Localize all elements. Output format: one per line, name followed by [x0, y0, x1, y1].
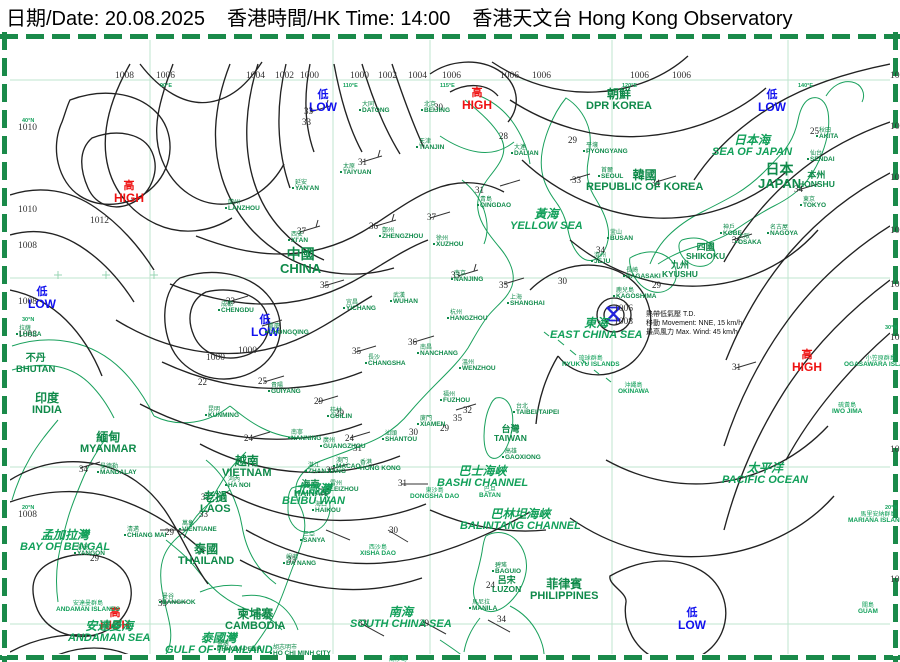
- header-agency: 香港天文台 Hong Kong Observatory: [472, 7, 793, 30]
- city-marker-dot: [265, 331, 267, 333]
- city-marker-dot: [359, 109, 361, 111]
- city-marker-dot: [469, 607, 471, 609]
- city-marker-dot: [205, 414, 207, 416]
- city-marker-dot: [477, 204, 479, 206]
- city-marker-dot: [390, 300, 392, 302]
- map-vector-layer: [10, 40, 890, 654]
- city-marker-dot: [613, 295, 615, 297]
- city-marker-dot: [598, 175, 600, 177]
- city-marker-dot: [623, 275, 625, 277]
- city-marker-dot: [416, 146, 418, 148]
- city-marker-dot: [583, 150, 585, 152]
- city-marker-dot: [225, 207, 227, 209]
- wind-barbs: [79, 99, 819, 637]
- city-marker-dot: [124, 534, 126, 536]
- city-marker-dot: [179, 528, 181, 530]
- graticule-major: [10, 40, 890, 654]
- city-marker-dot: [97, 471, 99, 473]
- city-marker-dot: [451, 278, 453, 280]
- frame-top: [0, 34, 900, 39]
- city-marker-dot: [767, 232, 769, 234]
- city-marker-dot: [159, 601, 161, 603]
- city-marker-dot: [268, 390, 270, 392]
- city-marker-dot: [288, 437, 290, 439]
- frame-left: [2, 32, 7, 662]
- city-marker-dot: [340, 171, 342, 173]
- city-marker-dot: [288, 239, 290, 241]
- city-marker-dot: [459, 367, 461, 369]
- map-canvas[interactable]: ⧖ 熱帶低氣壓 T.D. 移動 Movement: NNE, 15 km/h 最…: [10, 40, 890, 654]
- frame-bottom: [0, 655, 900, 660]
- city-marker-dot: [300, 539, 302, 541]
- city-marker-dot: [305, 470, 307, 472]
- tc-wind-value: 45 km/h: [712, 328, 738, 336]
- city-marker-dot: [816, 135, 818, 137]
- header-date: 日期/Date: 20.08.2025: [6, 7, 206, 30]
- city-marker-dot: [365, 362, 367, 364]
- city-marker-dot: [225, 484, 227, 486]
- header-time: 香港時間/HK Time: 14:00: [227, 7, 451, 30]
- isobars: [10, 55, 890, 654]
- city-marker-dot: [218, 309, 220, 311]
- city-marker-dot: [16, 333, 18, 335]
- city-marker-dot: [379, 235, 381, 237]
- graticule-cross-dots: [54, 271, 158, 279]
- city-marker-dot: [440, 399, 442, 401]
- city-marker-dot: [800, 204, 802, 206]
- city-marker-dot: [320, 445, 322, 447]
- weather-chart[interactable]: ⧖ 熱帶低氣壓 T.D. 移動 Movement: NNE, 15 km/h 最…: [0, 32, 900, 662]
- city-marker-dot: [807, 158, 809, 160]
- city-marker-dot: [292, 187, 294, 189]
- city-marker-dot: [513, 411, 515, 413]
- city-marker-dot: [447, 317, 449, 319]
- frame-right: [893, 32, 898, 662]
- tc-move-label-en: Movement:: [661, 319, 697, 327]
- city-marker-dot: [327, 415, 329, 417]
- city-marker-dot: [333, 465, 335, 467]
- tc-wind-label-cn: 最高風力: [646, 328, 674, 336]
- city-marker-dot: [433, 243, 435, 245]
- city-marker-dot: [507, 302, 509, 304]
- city-marker-dot: [417, 423, 419, 425]
- coastlines: [11, 81, 865, 654]
- city-marker-dot: [343, 307, 345, 309]
- city-marker-dot: [327, 488, 329, 490]
- city-marker-dot: [417, 352, 419, 354]
- city-marker-dot: [735, 241, 737, 243]
- city-marker-dot: [74, 552, 76, 554]
- city-marker-dot: [511, 152, 513, 154]
- tc-wind-label-en: Max. Wind:: [675, 328, 711, 336]
- city-marker-dot: [607, 237, 609, 239]
- chart-header: 日期/Date: 20.08.2025 香港時間/HK Time: 14:00 …: [0, 0, 900, 32]
- city-marker-dot: [283, 562, 285, 564]
- city-marker-dot: [357, 467, 359, 469]
- city-marker-dot: [591, 260, 593, 262]
- city-marker-dot: [270, 652, 272, 654]
- tc-move-value: NNE, 15 km/h: [698, 319, 743, 327]
- tc-move-label-cn: 移動: [646, 319, 660, 327]
- city-marker-dot: [492, 570, 494, 572]
- tc-class-en: T.D.: [682, 311, 696, 318]
- city-marker-dot: [382, 438, 384, 440]
- tc-info-block: 熱帶低氣壓 T.D. 移動 Movement: NNE, 15 km/h 最高風…: [646, 311, 742, 337]
- tc-class-cn: 熱帶低氣壓: [646, 311, 681, 318]
- city-marker-dot: [720, 232, 722, 234]
- city-marker-dot: [312, 509, 314, 511]
- city-marker-dot: [214, 648, 216, 650]
- city-marker-dot: [421, 109, 423, 111]
- city-marker-dot: [502, 456, 504, 458]
